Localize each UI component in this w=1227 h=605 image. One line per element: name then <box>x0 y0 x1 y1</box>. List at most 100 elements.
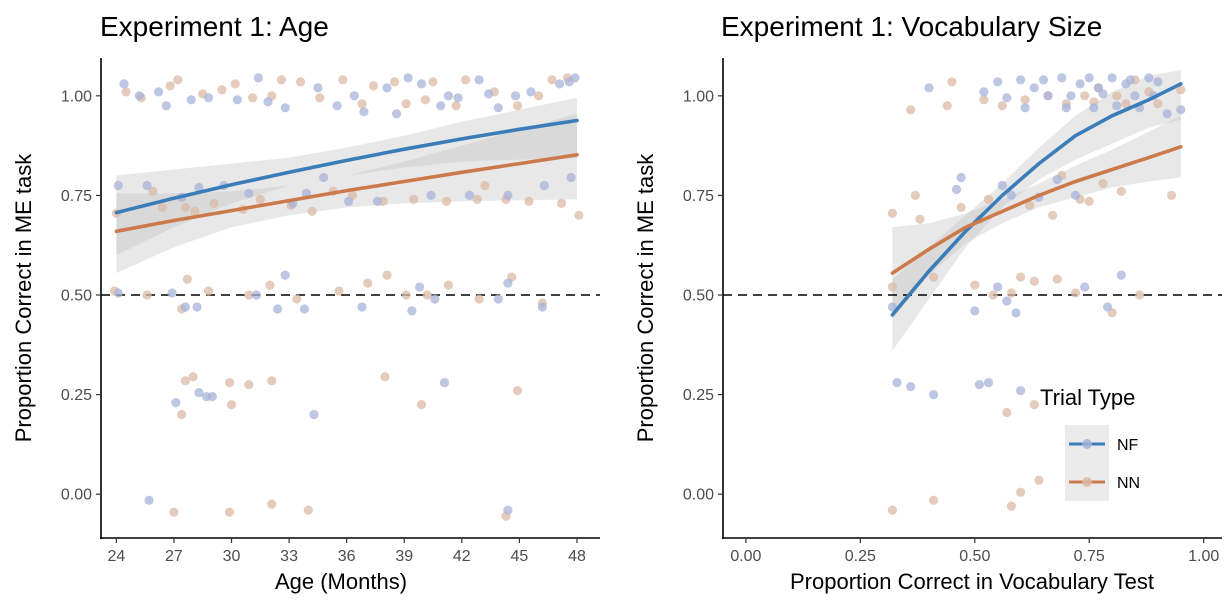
data-point-nn <box>1098 178 1108 189</box>
fit-line-nn <box>114 153 579 234</box>
data-point-nn <box>915 214 925 224</box>
data-point-nn <box>188 372 198 382</box>
data-point-nn <box>267 376 277 386</box>
data-point-nn <box>401 99 411 109</box>
data-point-nn <box>409 194 419 204</box>
data-point-nf <box>1038 75 1049 85</box>
data-point-nf <box>1002 93 1012 103</box>
data-point-nn <box>1167 190 1177 200</box>
data-point-nn <box>121 87 131 97</box>
data-point-nf <box>134 91 144 101</box>
data-point-nf <box>349 91 359 101</box>
data-point-nf <box>319 172 329 183</box>
data-point-nn <box>997 101 1007 111</box>
data-point-nf <box>1016 75 1026 85</box>
data-point-nn <box>557 198 567 208</box>
legend-label-nn: NN <box>1117 475 1140 492</box>
data-point-nf <box>1052 174 1062 185</box>
data-point-nn <box>368 81 379 91</box>
x-tick-label: 42 <box>453 548 471 565</box>
data-point-nn <box>979 95 989 105</box>
data-point-nf <box>566 172 576 183</box>
data-point-nf <box>443 91 453 101</box>
data-point-nf <box>1075 79 1085 89</box>
y-tick-label: 0.50 <box>61 288 92 305</box>
x-tick-label: 36 <box>338 548 356 565</box>
fit-line-nf <box>890 82 1183 317</box>
data-point-nn <box>451 101 461 111</box>
data-point-nn <box>1029 400 1039 410</box>
data-point-nf <box>1116 270 1126 280</box>
data-point-nf <box>299 304 309 314</box>
data-point-nn <box>157 202 167 212</box>
data-point-nn <box>1002 407 1012 418</box>
data-point-nn <box>173 75 183 85</box>
x-tick-label: 30 <box>223 548 241 565</box>
data-point-nf <box>1043 91 1053 101</box>
data-point-nf <box>503 190 513 200</box>
age-fit-lines <box>114 118 579 234</box>
x-tick-label: 0.00 <box>730 548 761 565</box>
fit-line-nf <box>114 118 579 215</box>
data-point-nn <box>1070 288 1081 298</box>
data-point-nf <box>493 103 503 113</box>
age-confidence-bands <box>116 97 578 274</box>
data-point-nf <box>1125 75 1135 85</box>
data-point-nn <box>1080 91 1090 101</box>
data-point-nf <box>113 288 123 298</box>
data-point-nf <box>970 306 980 316</box>
data-point-nn <box>357 99 367 109</box>
data-point-nn <box>296 77 306 87</box>
data-point-nn <box>988 290 998 300</box>
data-point-nf <box>416 79 427 89</box>
data-point-nf <box>887 302 898 312</box>
data-point-nn <box>180 202 190 212</box>
legend-item-nf: NF <box>1065 425 1139 463</box>
data-point-nf <box>357 302 367 312</box>
confidence-band-nn <box>116 113 578 274</box>
data-point-nf <box>555 79 565 89</box>
data-point-nn <box>887 282 898 292</box>
data-point-nn <box>512 101 523 111</box>
data-point-nn <box>226 400 237 410</box>
x-tick-label: 0.50 <box>959 548 990 565</box>
data-point-nn <box>169 507 179 517</box>
data-point-nf <box>1020 103 1030 113</box>
data-point-nf <box>956 172 966 183</box>
data-point-nf <box>979 87 989 97</box>
data-point-nn <box>203 286 214 296</box>
data-point-nf <box>906 382 916 392</box>
vocabulary-panel: Experiment 1: Vocabulary Size 0.000.250.… <box>633 11 1222 594</box>
data-point-nf <box>313 83 323 93</box>
data-point-nn <box>303 505 313 515</box>
data-point-nf <box>997 180 1007 191</box>
data-point-nf <box>1107 73 1117 83</box>
data-point-nf <box>1084 73 1094 83</box>
confidence-band-nn <box>892 115 1181 319</box>
data-point-nf <box>113 180 123 191</box>
age-axes: 0.00 0.25 0.50 0.75 1.00 24 27 30 33 36 39 42 45 48 <box>61 58 600 565</box>
data-point-nf <box>537 302 548 312</box>
age-x-axis-title: Age (Months) <box>275 569 407 594</box>
data-point-nn <box>292 294 302 304</box>
data-point-nn <box>983 194 994 204</box>
y-tick-label: 1.00 <box>683 88 714 105</box>
vocabulary-confidence-bands <box>892 70 1181 351</box>
data-point-nf <box>453 93 463 103</box>
data-point-nf <box>951 184 962 195</box>
data-point-nn <box>929 272 939 282</box>
data-point-nn <box>910 190 920 200</box>
x-tick-label: 0.75 <box>1074 548 1105 565</box>
data-point-nf <box>332 101 342 111</box>
data-point-nn <box>1016 272 1026 282</box>
data-point-nn <box>225 507 235 517</box>
data-point-nf <box>929 390 939 400</box>
data-point-nn <box>380 372 390 382</box>
age-panel-title: Experiment 1: Age <box>100 11 329 42</box>
data-point-nf <box>403 73 413 83</box>
data-point-nf <box>273 304 283 314</box>
vocabulary-axes: 0.00 0.25 0.50 0.75 1.00 0.00 0.25 0.50 0.75 1.00 <box>683 58 1222 565</box>
data-point-nf <box>570 73 580 83</box>
data-point-nf <box>263 97 273 107</box>
